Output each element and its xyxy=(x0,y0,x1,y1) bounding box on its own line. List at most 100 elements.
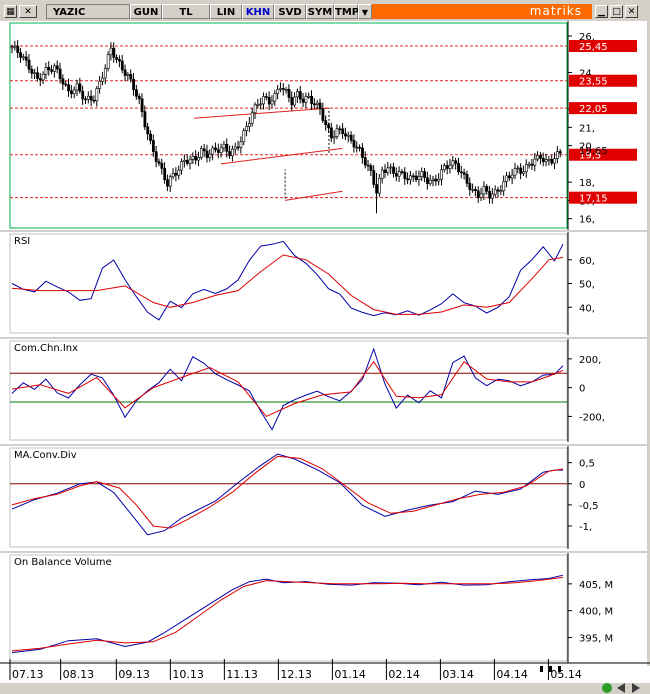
candle-body xyxy=(380,169,384,179)
candle-body xyxy=(389,166,393,169)
toolbar-button-svd[interactable]: SVD xyxy=(274,4,306,19)
maximize-icon[interactable]: □ xyxy=(610,5,623,18)
candle-body xyxy=(324,120,328,126)
candle-body xyxy=(72,89,76,95)
signal-line xyxy=(11,576,564,652)
refresh-icon[interactable] xyxy=(602,683,612,693)
candle-body xyxy=(143,111,147,128)
candle-body xyxy=(369,165,373,171)
chart-icon[interactable]: ▦ xyxy=(4,5,17,18)
chart-area: 26,242221,20,18,17,16,25,4523,5522,0519,… xyxy=(0,21,650,666)
toolbar-button-lin[interactable]: LIN xyxy=(210,4,242,19)
candle-body xyxy=(55,65,59,70)
level-label: 19,5 xyxy=(579,151,601,162)
candle-body xyxy=(420,171,424,177)
candle-body xyxy=(115,57,119,60)
candle-body xyxy=(208,153,212,158)
panel-frame xyxy=(9,554,568,662)
candle-body xyxy=(236,146,240,149)
indicator-title: On Balance Volume xyxy=(14,557,112,568)
toolbar-button-tmp[interactable]: TMP xyxy=(334,4,359,19)
candle-body xyxy=(276,89,280,94)
candle-body xyxy=(457,163,460,173)
candle-body xyxy=(239,141,243,148)
candle-body xyxy=(211,147,215,155)
candle-body xyxy=(146,126,150,135)
level-label-bg xyxy=(569,74,637,87)
candle-body xyxy=(106,54,110,69)
indicator-line xyxy=(11,574,564,654)
candle-body xyxy=(174,172,178,176)
candle-body xyxy=(426,177,429,184)
candle-body xyxy=(267,96,271,105)
trend-line xyxy=(220,147,343,165)
level-label: 22,05 xyxy=(579,104,608,115)
candle-body xyxy=(443,165,446,171)
toolbar-button-khn[interactable]: KHN xyxy=(242,4,274,19)
candle-body xyxy=(502,181,506,192)
x-tick-label: 07.13 xyxy=(12,668,44,681)
candle-body xyxy=(149,133,152,141)
candle-body xyxy=(259,103,263,106)
candle-body xyxy=(245,126,249,131)
candle-body xyxy=(98,81,102,89)
candle-body xyxy=(135,89,138,97)
candle-body xyxy=(468,183,472,190)
candle-body xyxy=(516,167,520,170)
candle-body xyxy=(440,169,443,180)
candle-body xyxy=(493,189,497,195)
candle-body xyxy=(361,147,364,158)
candle-body xyxy=(437,178,441,182)
level-label: 25,45 xyxy=(579,42,608,53)
candle-body xyxy=(205,150,209,158)
indicator-title: RSI xyxy=(14,236,30,247)
toolbar-button-sym[interactable]: SYM xyxy=(306,4,334,19)
candle-body xyxy=(301,98,305,103)
candle-body xyxy=(304,96,308,103)
candle-body xyxy=(558,151,562,154)
candle-body xyxy=(462,172,466,175)
candle-body xyxy=(341,128,345,135)
candle-body xyxy=(132,78,136,90)
candle-body xyxy=(392,166,395,174)
candle-body xyxy=(86,95,90,100)
y-tick-label: 0,5 xyxy=(579,459,595,470)
candle-body xyxy=(95,88,99,102)
candle-body xyxy=(92,99,96,102)
arrow-left-icon[interactable] xyxy=(617,683,625,693)
candle-body xyxy=(163,168,167,180)
dropdown-icon[interactable]: ▼ xyxy=(358,4,372,19)
candle-body xyxy=(154,151,158,162)
candle-body xyxy=(137,95,141,100)
candle-body xyxy=(200,148,203,158)
level-label-bg xyxy=(569,148,637,161)
toolbar-button-tl[interactable]: TL xyxy=(162,4,210,19)
candle-body xyxy=(383,169,387,173)
signal-line xyxy=(11,455,564,529)
toolbar-button-gun[interactable]: GUN xyxy=(130,4,162,19)
last-price-label: 19,65 xyxy=(579,146,608,157)
candle-body xyxy=(533,158,537,166)
close-icon[interactable]: ✕ xyxy=(19,5,37,18)
candle-body xyxy=(284,89,288,91)
symbol-field[interactable]: YAZIC xyxy=(46,4,130,19)
y-tick-label: 400, M xyxy=(579,607,613,618)
candle-body xyxy=(513,168,517,176)
candle-body xyxy=(499,190,503,193)
candle-body xyxy=(366,164,370,167)
close-icon[interactable]: ✕ xyxy=(625,5,638,18)
candle-body xyxy=(166,179,169,187)
candle-body xyxy=(22,56,25,59)
candle-body xyxy=(185,160,189,164)
candle-body xyxy=(24,56,28,61)
candle-body xyxy=(358,146,362,149)
x-tick-label: 03.14 xyxy=(442,668,474,681)
arrow-right-icon[interactable] xyxy=(632,683,640,693)
candle-body xyxy=(171,172,175,178)
candle-body xyxy=(431,178,435,181)
candle-body xyxy=(64,83,68,86)
candle-body xyxy=(335,128,339,137)
candle-body xyxy=(471,189,475,191)
minimize-icon[interactable]: ▁ xyxy=(595,5,608,18)
candle-body xyxy=(194,155,198,161)
